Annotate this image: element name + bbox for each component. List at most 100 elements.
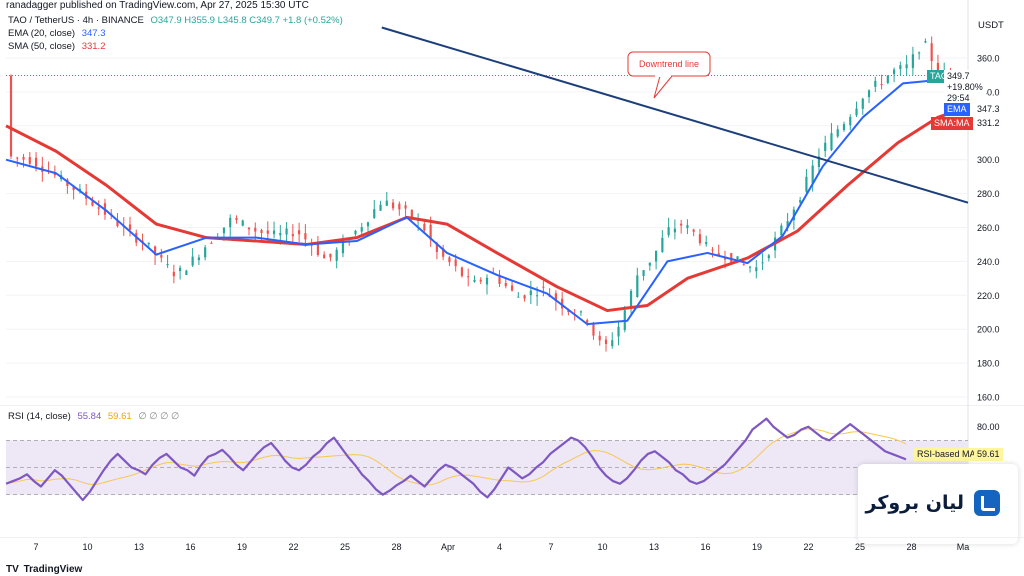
candle-body	[742, 264, 745, 266]
candle-body	[680, 223, 683, 226]
time-tick-label: 28	[906, 542, 916, 552]
candle-body	[867, 90, 871, 98]
downtrend-callout-pointer	[653, 75, 673, 99]
ema-legend[interactable]: EMA (20, close) 347.3	[8, 28, 105, 39]
price-tick-label: 340.0	[977, 87, 1000, 97]
candle-body	[72, 185, 75, 191]
candle-body	[592, 322, 595, 336]
candle-body	[316, 242, 319, 256]
broker-brand-text: لیان بروکر	[865, 492, 965, 514]
candle-body	[9, 75, 13, 157]
candle-body	[849, 117, 852, 126]
symbol-title: TAO / TetherUS · 4h · BINANCE	[8, 15, 144, 26]
time-tick-label: Ma	[957, 542, 970, 552]
candle-body	[767, 255, 770, 259]
candle-body	[473, 279, 476, 282]
candle-body	[579, 311, 583, 313]
candle-body	[448, 257, 451, 263]
price-tick-label: 200.0	[977, 325, 1000, 335]
candle-body	[786, 221, 789, 228]
price-tick-label: 300.0	[977, 155, 1000, 165]
candle-body	[811, 165, 814, 184]
candle-body	[354, 230, 357, 235]
tradingview-footer[interactable]: TV TradingView	[6, 564, 82, 575]
candle-body	[34, 157, 38, 167]
candle-body	[285, 228, 288, 235]
rsi-ma-tag-value: 59.61	[974, 448, 1003, 461]
candle-body	[692, 229, 695, 232]
ema-line	[5, 78, 969, 326]
price-tick-label: 220.0	[977, 291, 1000, 301]
candle-body	[304, 233, 307, 240]
candle-body	[460, 267, 464, 277]
candle-body	[404, 205, 407, 209]
sma-tag-name: SMA:MA	[934, 118, 970, 128]
time-tick-label: 4	[497, 542, 502, 552]
candle-body	[210, 242, 213, 244]
candle-body	[717, 253, 720, 256]
time-tick-label: 7	[33, 542, 38, 552]
candle-body	[179, 267, 182, 272]
rsi-extra-values: ∅ ∅ ∅ ∅	[138, 411, 180, 422]
sma-tag-value: 331.2	[974, 117, 1003, 130]
candle-body	[736, 256, 739, 260]
candle-body	[222, 227, 226, 234]
tradingview-logo-icon: TV	[6, 564, 19, 575]
candle-body	[391, 202, 395, 209]
candle-body	[629, 291, 633, 308]
time-tick-label: 16	[185, 542, 195, 552]
candle-body	[153, 246, 157, 255]
candle-body	[698, 234, 702, 244]
candle-body	[780, 225, 783, 236]
time-tick-label: 19	[237, 542, 247, 552]
time-tick-label: 19	[752, 542, 762, 552]
candle-body	[335, 249, 338, 261]
time-tick-label: 25	[855, 542, 865, 552]
price-chart[interactable]: 360.0340.0320.0300.0280.0260.0240.0220.0…	[0, 0, 1024, 405]
ema-tag-value: 347.3	[974, 103, 1003, 116]
candle-body	[423, 223, 426, 231]
candle-body	[817, 156, 821, 167]
candle-body	[229, 217, 232, 228]
rsi-line	[5, 417, 907, 502]
candle-body	[648, 262, 651, 266]
downtrend-callout-joint	[655, 75, 671, 77]
downtrend-line	[381, 26, 969, 204]
rsi-tick-label: 80.00	[977, 422, 1000, 432]
price-tick-label: 160.0	[977, 393, 1000, 403]
candle-body	[291, 234, 294, 237]
candle-body	[22, 156, 25, 160]
candle-body	[329, 253, 332, 258]
price-tick-label: 180.0	[977, 359, 1000, 369]
candle-body	[454, 259, 457, 267]
candle-body	[116, 220, 119, 227]
candle-body	[166, 264, 169, 266]
candle-body	[730, 253, 733, 263]
time-axis[interactable]: 7 10 13 16 19 22 25 28 Apr 4 7 10 13 16 19 22 25 28 Ma	[0, 537, 1024, 557]
candle-body	[16, 157, 19, 159]
candle-body	[755, 267, 758, 272]
price-tick-label: 240.0	[977, 257, 1000, 267]
candle-body	[604, 339, 608, 344]
candle-body	[279, 232, 282, 236]
candle-body	[517, 296, 520, 298]
rsi-legend[interactable]: RSI (14, close) 55.84 59.61 ∅ ∅ ∅ ∅	[8, 411, 179, 422]
candle-body	[266, 230, 269, 234]
ema-price-tag: EMA	[944, 103, 970, 116]
broker-watermark: لیان بروکر	[858, 464, 1018, 544]
sma-line	[5, 105, 969, 313]
time-tick-label: 22	[288, 542, 298, 552]
candle-body	[442, 248, 445, 257]
sma-legend-label: SMA (50, close)	[8, 41, 76, 52]
sma-legend[interactable]: SMA (50, close) 331.2	[8, 41, 105, 52]
candle-body	[467, 276, 470, 278]
rsi-chart[interactable]: 80.00	[0, 405, 1024, 537]
price-tick-label: 260.0	[977, 223, 1000, 233]
candle-body	[874, 80, 877, 87]
candle-body	[842, 124, 846, 131]
price-change-value: +19.80%	[947, 82, 983, 92]
candle-body	[254, 227, 257, 232]
candle-body	[936, 62, 940, 75]
candle-body	[97, 207, 100, 209]
candle-body	[298, 230, 301, 235]
